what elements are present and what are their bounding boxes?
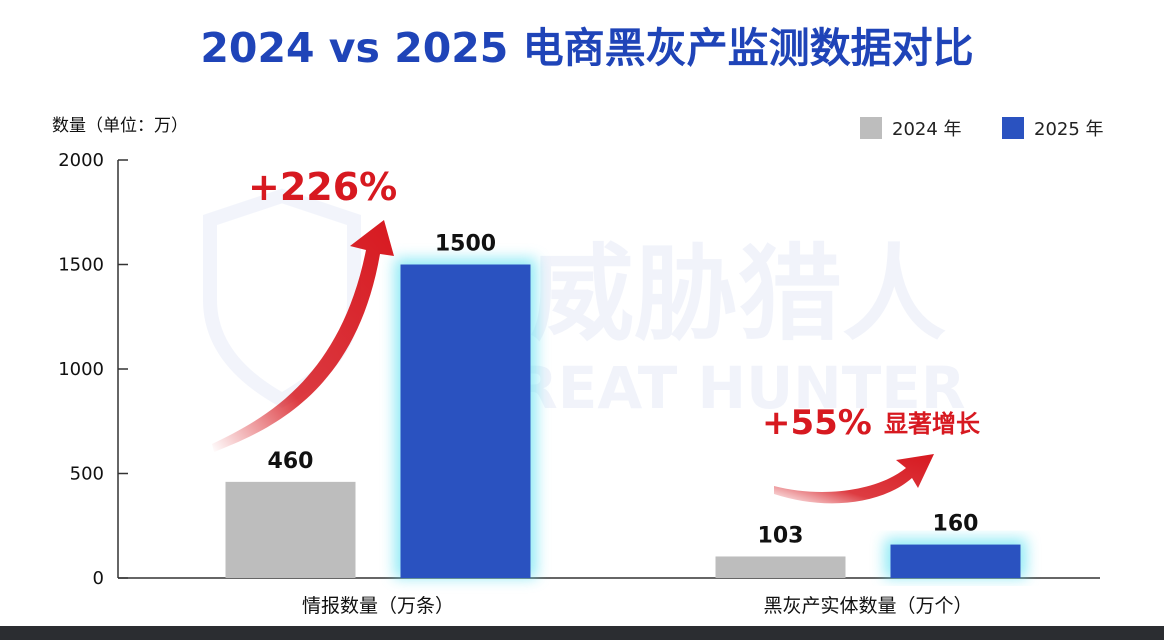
growth-arrow-2-icon [774, 454, 934, 504]
category-label: 黑灰产实体数量（万个） [763, 595, 972, 617]
legend: 2024 年 2025 年 [860, 117, 1104, 140]
y-tick-label: 1000 [58, 359, 104, 380]
growth-annotation-1-text: +226% [248, 165, 397, 209]
y-tick-label: 500 [70, 464, 104, 485]
bars [225, 264, 1021, 578]
y-tick-label: 2000 [58, 150, 104, 171]
bar-2024-entities [715, 556, 846, 578]
watermark: 威胁猎人 THREAT HUNTER [203, 188, 966, 422]
growth-annotation-2-text: +55% [762, 403, 872, 443]
legend-label-2025: 2025 年 [1034, 119, 1104, 140]
y-tick-label: 1500 [58, 255, 104, 276]
growth-annotation-2: +55% 显著增长 [762, 403, 981, 504]
chart-title: 2024 vs 2025 电商黑灰产监测数据对比 [200, 24, 973, 72]
category-labels: 情报数量（万条） 黑灰产实体数量（万个） [302, 595, 973, 617]
growth-annotation-1: +226% [212, 165, 397, 452]
bar-2025-intel [400, 264, 531, 578]
data-label: 1500 [435, 232, 496, 257]
bar-2025-entities [890, 544, 1021, 578]
legend-swatch-2024 [860, 117, 882, 139]
data-label: 103 [758, 523, 804, 548]
y-tick-label: 0 [93, 568, 104, 589]
category-label: 情报数量（万条） [302, 595, 454, 617]
data-labels: 460 1500 103 160 [268, 232, 979, 549]
bar-2024-intel [225, 481, 356, 578]
legend-swatch-2025 [1002, 117, 1024, 139]
watermark-cn: 威胁猎人 [530, 233, 946, 355]
growth-arrow-1-icon [212, 220, 394, 452]
legend-label-2024: 2024 年 [892, 119, 962, 140]
y-ticks: 0 500 1000 1500 2000 [58, 150, 128, 589]
data-label: 160 [933, 512, 979, 537]
data-label: 460 [268, 449, 314, 474]
y-axis-title: 数量（单位：万） [52, 116, 188, 136]
growth-annotation-2-subtext: 显著增长 [884, 410, 981, 438]
